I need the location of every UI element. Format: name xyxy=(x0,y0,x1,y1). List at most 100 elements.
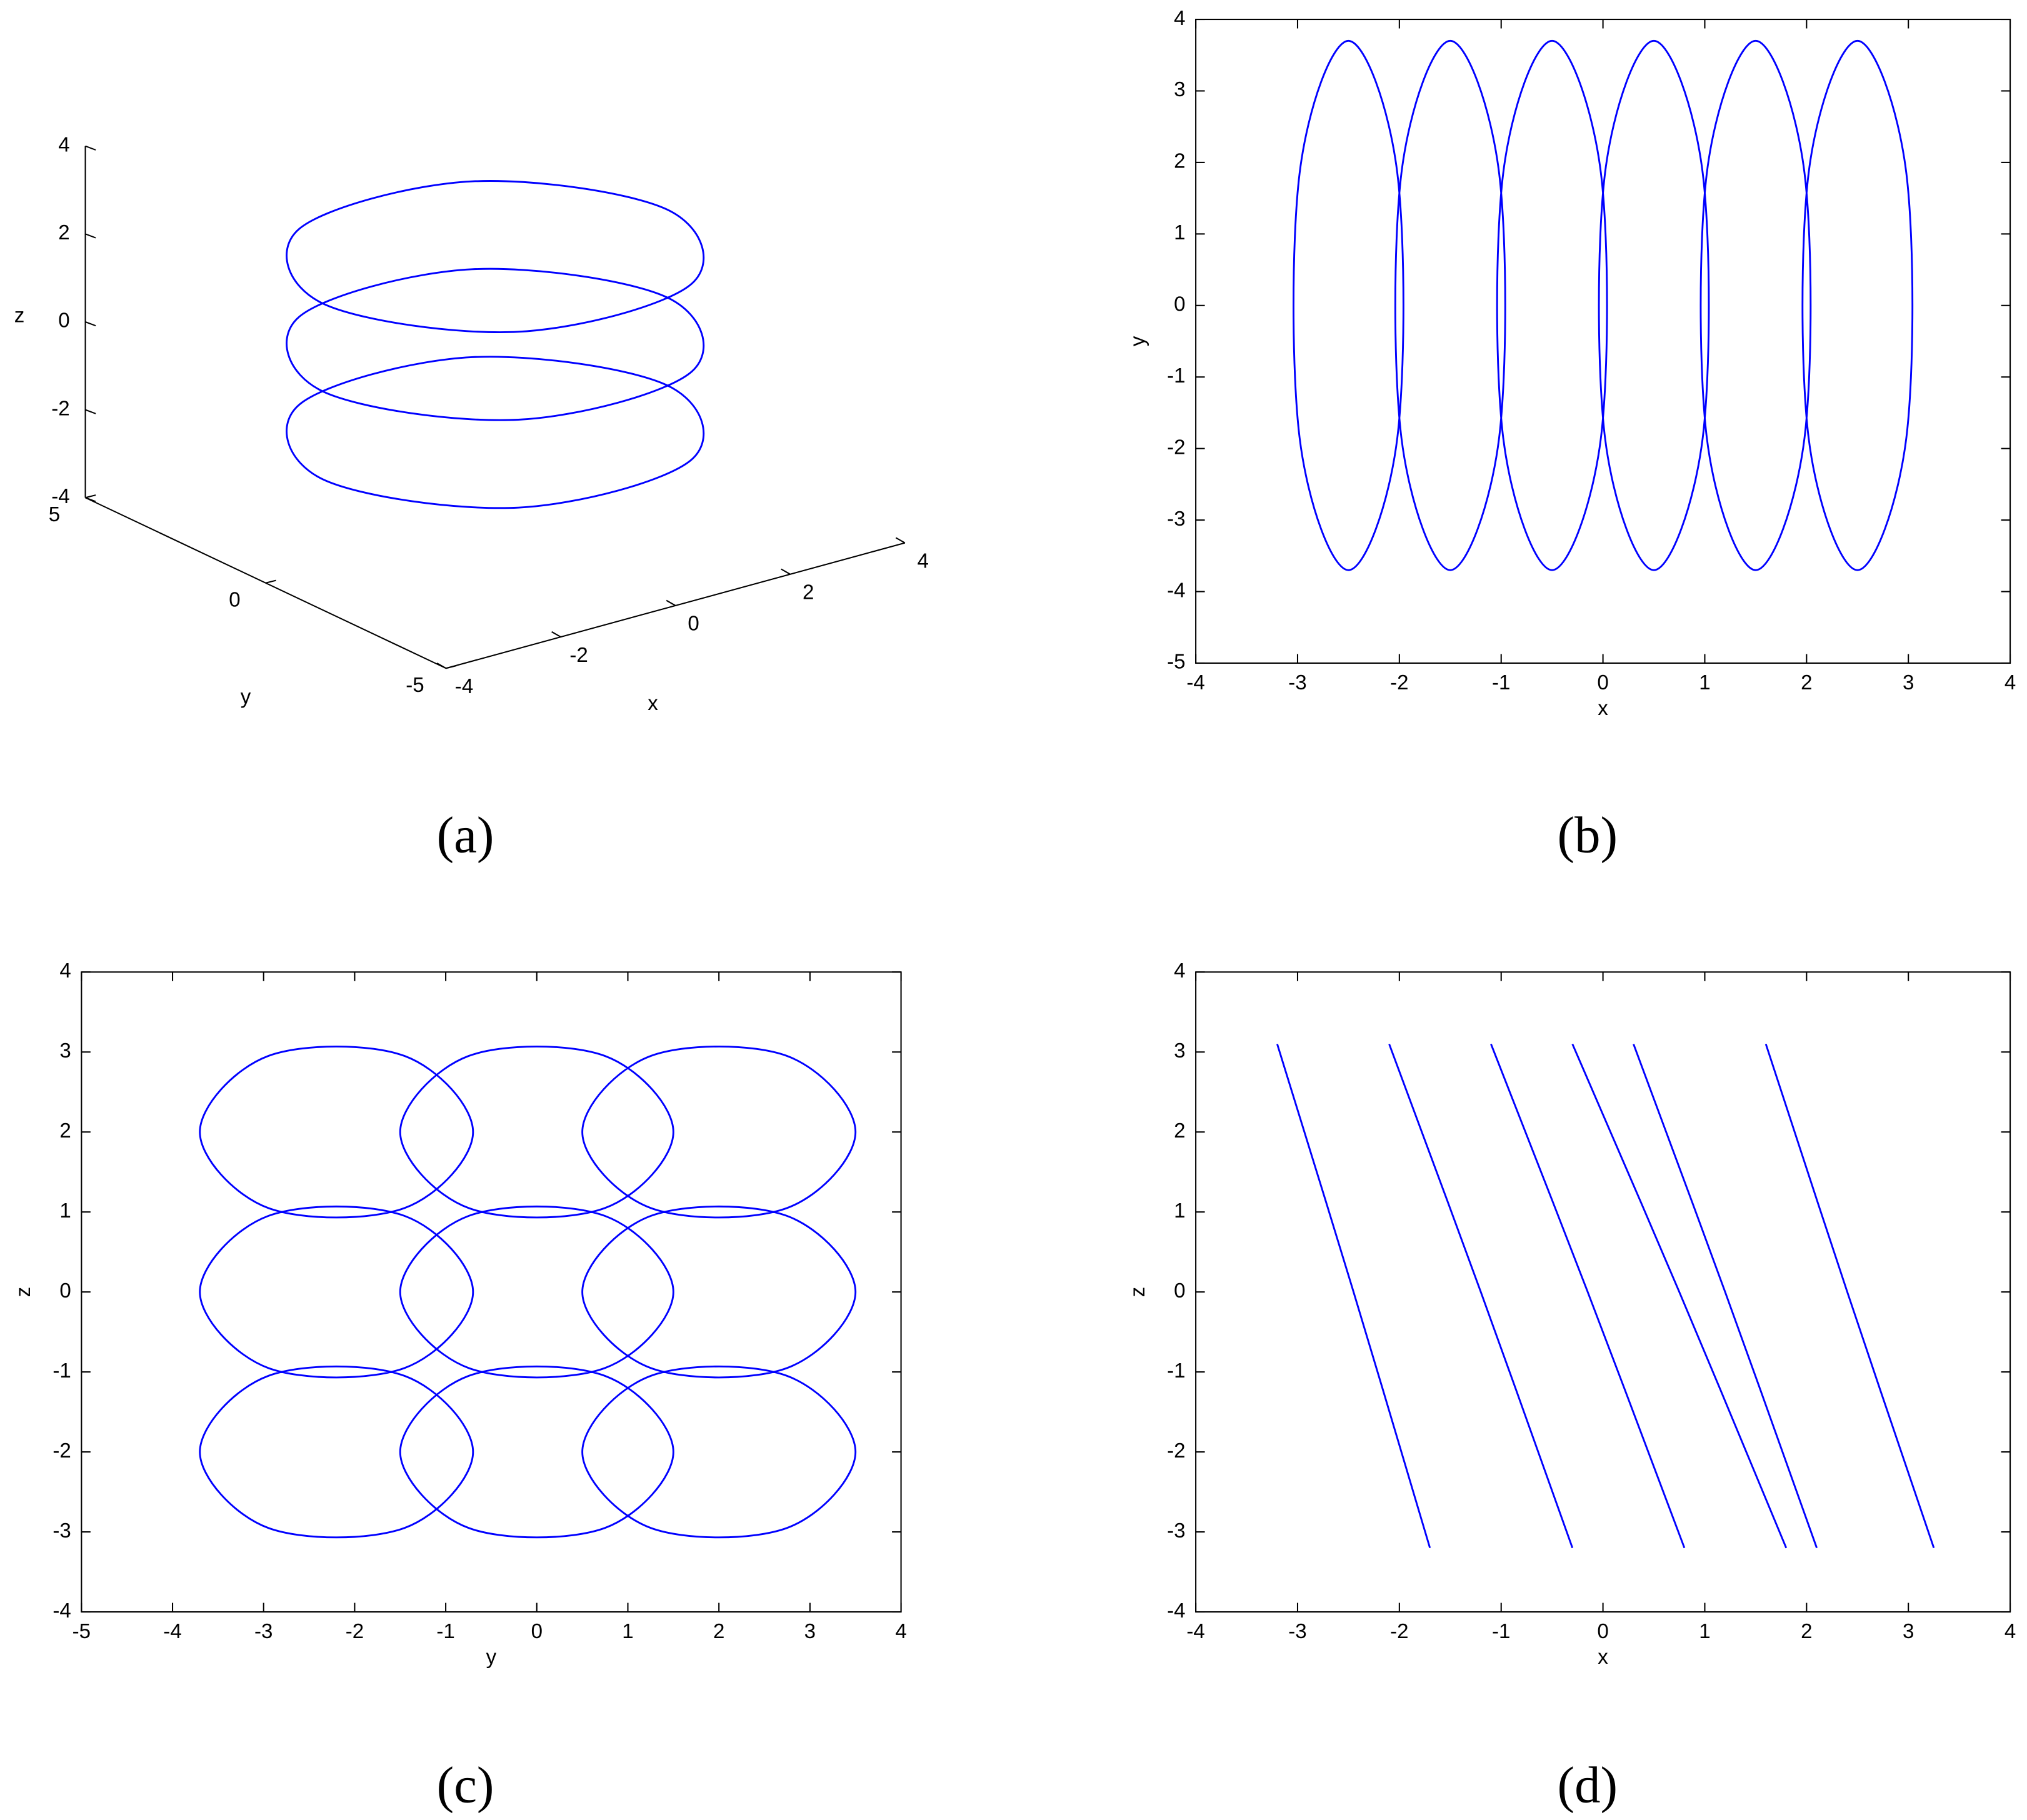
tick-mark xyxy=(85,494,96,499)
y-tick-label: -2 xyxy=(1167,1439,1185,1462)
y-axis-label: y xyxy=(241,686,251,709)
panel-label: (b) xyxy=(1558,806,1618,863)
tick-mark xyxy=(781,568,791,575)
y-tick-label: 0 xyxy=(1174,293,1185,316)
trajectory xyxy=(1276,1043,1935,1549)
x-tick-label: -3 xyxy=(1288,1620,1306,1643)
tick-mark xyxy=(895,537,906,544)
y-tick-label: -2 xyxy=(1167,436,1185,459)
y-axis-label: y xyxy=(1126,336,1149,346)
y-tick-label: 0 xyxy=(1174,1279,1185,1302)
x-tick-label: -1 xyxy=(1492,1620,1510,1643)
x-axis-label: x xyxy=(1598,697,1608,720)
y-tick-label: -3 xyxy=(53,1519,71,1542)
x-tick-label: -3 xyxy=(254,1620,273,1643)
plot-frame xyxy=(1195,18,2011,664)
z-tick-label: 2 xyxy=(58,221,69,244)
x-tick-label: 0 xyxy=(1597,1620,1608,1643)
y-tick-label: -4 xyxy=(1167,579,1185,602)
tick-mark xyxy=(85,321,96,327)
x-tick-label: -2 xyxy=(1390,671,1408,694)
y-tick-label: -5 xyxy=(406,674,424,697)
y-tick-label: -4 xyxy=(1167,1599,1185,1622)
tick-mark xyxy=(551,631,561,638)
y-tick-label: 1 xyxy=(59,1199,71,1222)
x-tick-label: 3 xyxy=(1903,671,1914,694)
tick-mark xyxy=(436,662,447,669)
panel-label: (c) xyxy=(437,1756,494,1813)
x-tick-label: 0 xyxy=(1597,671,1608,694)
x-tick-label: 0 xyxy=(531,1620,543,1643)
y-tick-label: 2 xyxy=(1174,150,1185,173)
y-tick-label: -2 xyxy=(53,1439,71,1462)
x-tick-label: 4 xyxy=(2004,671,2016,694)
x-tick-label: 2 xyxy=(803,581,814,604)
y-tick-label: -5 xyxy=(1167,651,1185,674)
x-tick-label: -4 xyxy=(1186,671,1204,694)
x-tick-label: -5 xyxy=(73,1620,91,1643)
trajectory xyxy=(199,1045,857,1539)
tick-mark xyxy=(85,409,96,414)
x-tick-label: 3 xyxy=(804,1620,816,1643)
tick-mark xyxy=(85,145,96,151)
y-tick-label: 0 xyxy=(59,1279,71,1302)
y-tick-label: 4 xyxy=(1174,7,1185,30)
x-tick-label: 1 xyxy=(622,1620,633,1643)
tick-mark xyxy=(85,233,96,239)
y-tick-label: 1 xyxy=(1174,1199,1185,1222)
x-axis-label: x xyxy=(648,692,658,715)
x-tick-label: 1 xyxy=(1699,1620,1710,1643)
x-tick-label: -4 xyxy=(455,675,473,698)
x-tick-label: 1 xyxy=(1699,671,1710,694)
x-tick-label: -4 xyxy=(163,1620,181,1643)
y-tick-label: -4 xyxy=(53,1599,71,1622)
x-tick-label: 2 xyxy=(713,1620,724,1643)
x-tick-label: -4 xyxy=(1186,1620,1204,1643)
y-tick-label: 4 xyxy=(59,959,71,982)
tick-mark xyxy=(265,579,276,584)
x-tick-label: -2 xyxy=(346,1620,364,1643)
z-tick-label: 4 xyxy=(58,133,69,156)
x-axis-label: y xyxy=(486,1646,497,1669)
x-tick-label: -2 xyxy=(569,644,588,667)
y-tick-label: 2 xyxy=(1174,1119,1185,1142)
x-tick-label: 4 xyxy=(918,549,929,572)
y-tick-label: 0 xyxy=(229,588,240,611)
x-tick-label: 2 xyxy=(1801,671,1812,694)
y-tick-label: 4 xyxy=(1174,959,1185,982)
x-tick-label: 4 xyxy=(895,1620,906,1643)
x-tick-label: -1 xyxy=(1492,671,1510,694)
y-tick-label: -1 xyxy=(53,1359,71,1382)
trajectory xyxy=(286,180,705,509)
x-tick-label: -1 xyxy=(436,1620,454,1643)
tick-mark xyxy=(446,665,457,669)
x-tick-label: -2 xyxy=(1390,1620,1408,1643)
y-tick-label: -3 xyxy=(1167,1519,1185,1542)
x-tick-label: 3 xyxy=(1903,1620,1914,1643)
z-tick-label: -2 xyxy=(51,397,69,420)
x-tick-label: -3 xyxy=(1288,671,1306,694)
y-tick-label: 3 xyxy=(59,1039,71,1062)
plot-frame xyxy=(1195,971,2011,1613)
y-axis-label: z xyxy=(12,1287,35,1298)
tick-mark xyxy=(666,599,676,606)
x-tick-label: 4 xyxy=(2004,1620,2016,1643)
z-tick-label: -4 xyxy=(51,485,69,508)
x-tick-label: 2 xyxy=(1801,1620,1812,1643)
z-axis-label: z xyxy=(14,304,25,327)
x-tick-label: 0 xyxy=(688,612,699,636)
tick-mark xyxy=(85,497,96,502)
y-tick-label: -1 xyxy=(1167,1359,1185,1382)
y-tick-label: -1 xyxy=(1167,364,1185,388)
y-tick-label: 3 xyxy=(1174,78,1185,101)
y-axis-label: z xyxy=(1126,1287,1149,1298)
y-tick-label: -3 xyxy=(1167,508,1185,531)
panel-label: (d) xyxy=(1558,1756,1618,1813)
y-tick-label: 2 xyxy=(59,1119,71,1142)
y-tick-label: 3 xyxy=(1174,1039,1185,1062)
x-axis-label: x xyxy=(1598,1646,1608,1669)
y-tick-label: 5 xyxy=(49,503,60,526)
panel-label: (a) xyxy=(437,806,494,863)
z-tick-label: 0 xyxy=(58,309,69,332)
